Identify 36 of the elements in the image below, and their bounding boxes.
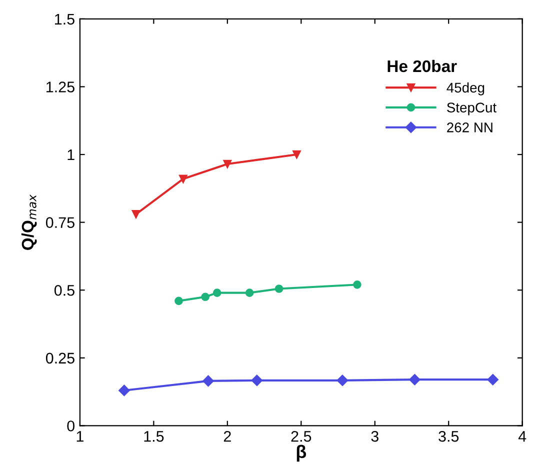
x-tick-label: 3.5 [438,430,459,442]
legend-title: He 20bar [388,60,457,72]
y-tick-label: 0 [67,420,74,432]
y-tick-label: 1 [68,150,74,160]
x-tick-label: 1.5 [144,431,164,442]
point [251,374,263,386]
point [201,292,210,302]
point [336,374,348,386]
point [223,160,232,168]
y-tick-label: 1.25 [46,82,74,92]
point [174,296,183,306]
x-axis-title: β [296,444,306,462]
point [409,374,420,386]
point [245,288,254,297]
point [487,374,498,386]
x-tick-label: 4 [518,431,526,442]
x-tick-label: 1 [76,431,84,442]
y-tick-label: 0.25 [46,352,74,364]
x-tick-label: 2.5 [291,430,312,442]
legend-label: 45deg [446,82,484,96]
point [274,284,284,293]
y-tick-label: 1.5 [55,14,74,25]
y-tick-label: 0.5 [54,284,74,296]
point [202,375,214,387]
point [118,384,130,396]
point [212,288,222,297]
point [132,210,140,218]
y-tick-label: 0.75 [46,217,74,228]
y-axis-title: Q/Q$_{max}$ [21,194,37,250]
x-tick-label: 2 [224,430,231,442]
point [179,174,188,184]
point [292,150,301,159]
x-tick-label: 3 [371,430,378,442]
legend-label: 262 NN [447,122,492,132]
point [353,280,362,289]
legend-label: StepCut [447,102,496,116]
